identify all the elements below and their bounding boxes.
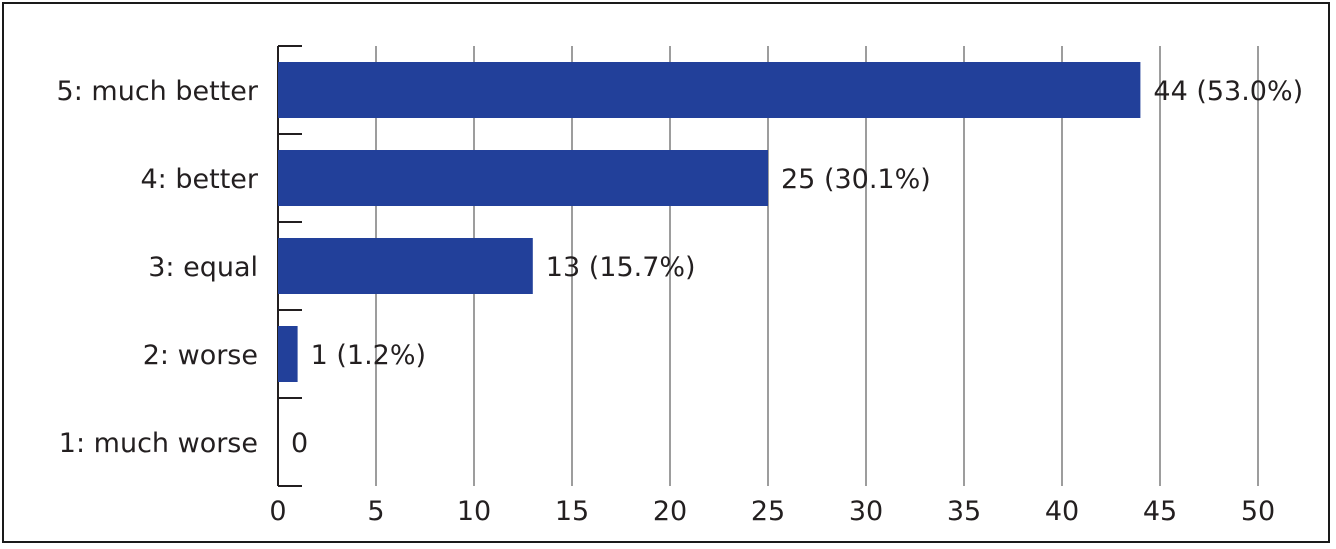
x-tick-label: 0 (269, 496, 286, 527)
category-label: 5: much better (57, 76, 259, 107)
x-tick-label: 50 (1241, 496, 1275, 527)
x-tick-label: 20 (653, 496, 687, 527)
grid-lines (375, 46, 1259, 486)
chart-frame: 5: much better 4: better 3: equal 2: worse 1… (2, 2, 1330, 543)
x-tick-label: 5 (367, 496, 384, 527)
category-label: 2: worse (143, 340, 258, 371)
x-tick-label: 30 (849, 496, 883, 527)
category-label: 3: equal (148, 252, 258, 283)
data-label: 13 (15.7%) (546, 252, 696, 283)
x-tick-label: 35 (947, 496, 981, 527)
bar (278, 326, 298, 382)
data-label: 25 (30.1%) (781, 164, 931, 195)
bar (278, 62, 1141, 118)
x-tick-label: 25 (751, 496, 785, 527)
data-labels: 44 (53.0%) 25 (30.1%) 13 (15.7%) 1 (1.2%) 0 (291, 76, 1303, 459)
x-tick-label: 45 (1143, 496, 1177, 527)
bars (278, 62, 1141, 382)
x-tick-label: 10 (457, 496, 491, 527)
bar-chart: 5: much better 4: better 3: equal 2: worse 1… (57, 45, 1303, 527)
x-tick-label: 40 (1045, 496, 1079, 527)
data-label: 44 (53.0%) (1153, 76, 1303, 107)
data-label: 1 (1.2%) (311, 340, 426, 371)
bar (278, 150, 768, 206)
category-label: 1: much worse (59, 428, 258, 459)
category-label: 4: better (141, 164, 259, 195)
category-labels: 5: much better 4: better 3: equal 2: worse 1… (57, 76, 259, 459)
data-label: 0 (291, 428, 308, 459)
x-tick-label: 15 (555, 496, 589, 527)
bar (278, 238, 533, 294)
x-tick-labels: 0 5 10 15 20 25 30 35 40 45 50 (269, 496, 1275, 527)
